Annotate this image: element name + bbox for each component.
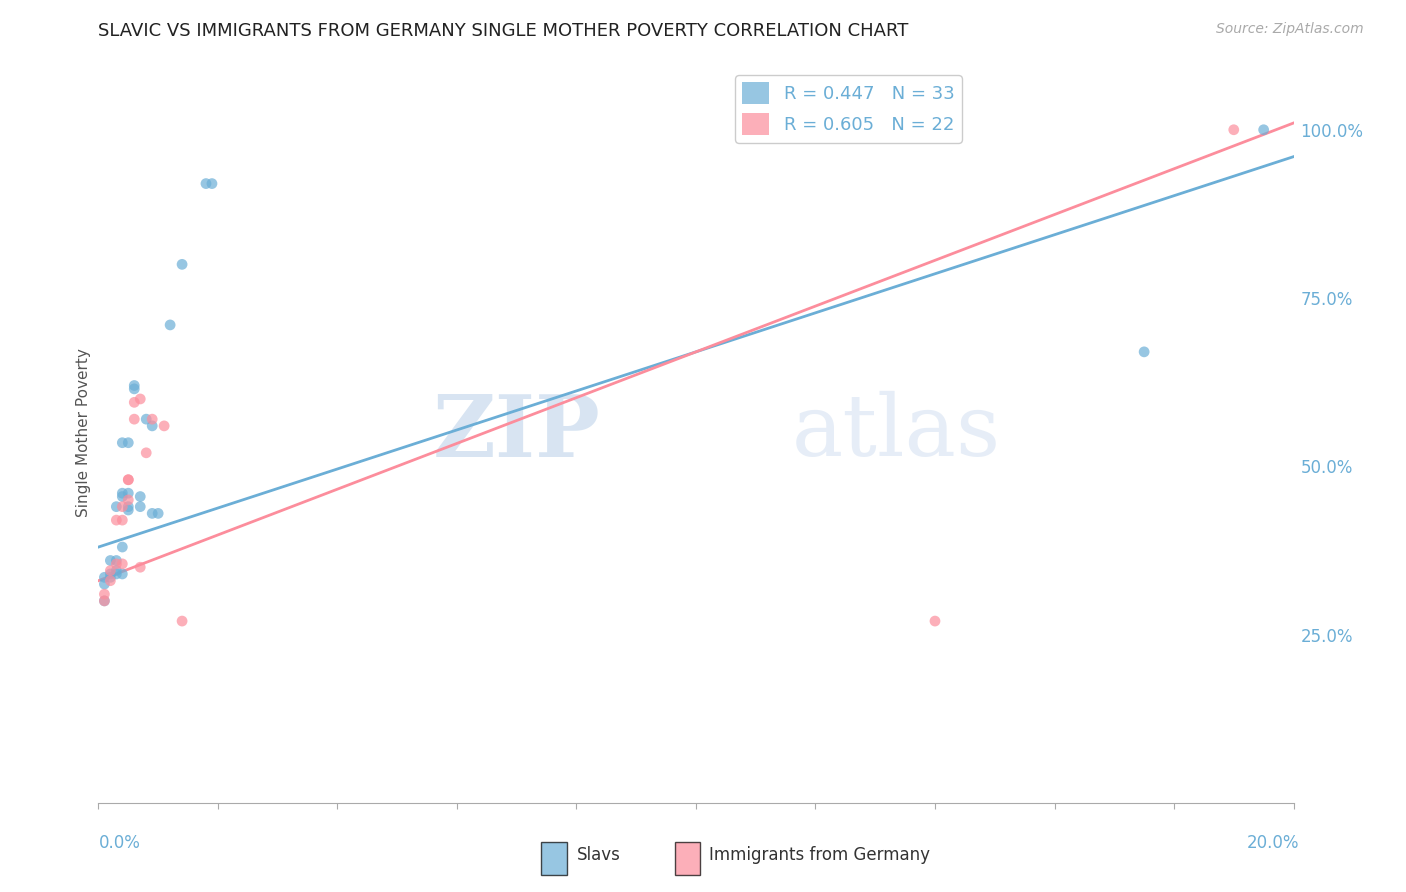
Point <box>1253 122 1275 136</box>
Legend: R = 0.447   N = 33, R = 0.605   N = 22: R = 0.447 N = 33, R = 0.605 N = 22 <box>735 75 962 143</box>
Point <box>93 594 115 608</box>
Point <box>105 500 128 514</box>
Text: 0.0%: 0.0% <box>98 834 141 852</box>
Point <box>105 566 128 581</box>
Point <box>172 614 194 628</box>
Point <box>111 435 134 450</box>
Point <box>111 486 134 500</box>
Point <box>111 500 134 514</box>
Point <box>129 500 152 514</box>
Point <box>141 507 163 521</box>
Point <box>105 553 128 567</box>
Point <box>117 486 139 500</box>
Point <box>111 557 134 571</box>
Point <box>141 412 163 426</box>
Point <box>93 570 115 584</box>
Point <box>111 566 134 581</box>
Point <box>117 492 139 507</box>
Point <box>153 418 176 433</box>
Point <box>195 177 218 191</box>
Point <box>117 473 139 487</box>
Point <box>135 446 157 460</box>
Point <box>111 540 134 554</box>
Text: atlas: atlas <box>792 391 1001 475</box>
Point <box>141 418 163 433</box>
Point <box>100 553 122 567</box>
Point <box>135 412 157 426</box>
Point <box>159 318 181 332</box>
Point <box>93 577 115 591</box>
Point <box>124 395 146 409</box>
Point <box>124 382 146 396</box>
Point <box>124 378 146 392</box>
Point <box>111 513 134 527</box>
Y-axis label: Single Mother Poverty: Single Mother Poverty <box>76 348 91 517</box>
Point <box>100 570 122 584</box>
Text: 20.0%: 20.0% <box>1247 834 1299 852</box>
Point <box>129 560 152 574</box>
Point <box>117 435 139 450</box>
Point <box>100 566 122 581</box>
Text: SLAVIC VS IMMIGRANTS FROM GERMANY SINGLE MOTHER POVERTY CORRELATION CHART: SLAVIC VS IMMIGRANTS FROM GERMANY SINGLE… <box>98 22 908 40</box>
Point <box>129 392 152 406</box>
Point <box>117 500 139 514</box>
Point <box>105 557 128 571</box>
Point <box>172 257 194 271</box>
Point <box>93 587 115 601</box>
Point <box>105 564 128 578</box>
Text: ZIP: ZIP <box>433 391 600 475</box>
FancyBboxPatch shape <box>675 842 700 875</box>
FancyBboxPatch shape <box>541 842 567 875</box>
Point <box>148 507 170 521</box>
Point <box>201 177 224 191</box>
Text: Source: ZipAtlas.com: Source: ZipAtlas.com <box>1216 22 1364 37</box>
Point <box>93 594 115 608</box>
Point <box>117 473 139 487</box>
Point <box>924 614 946 628</box>
Text: Immigrants from Germany: Immigrants from Germany <box>709 847 929 864</box>
Point <box>100 574 122 588</box>
Point <box>1223 122 1246 136</box>
Point <box>100 564 122 578</box>
Text: Slavs: Slavs <box>576 847 620 864</box>
Point <box>117 503 139 517</box>
Point <box>105 513 128 527</box>
Point <box>111 490 134 504</box>
Point <box>124 412 146 426</box>
Point <box>1133 344 1156 359</box>
Point <box>129 490 152 504</box>
